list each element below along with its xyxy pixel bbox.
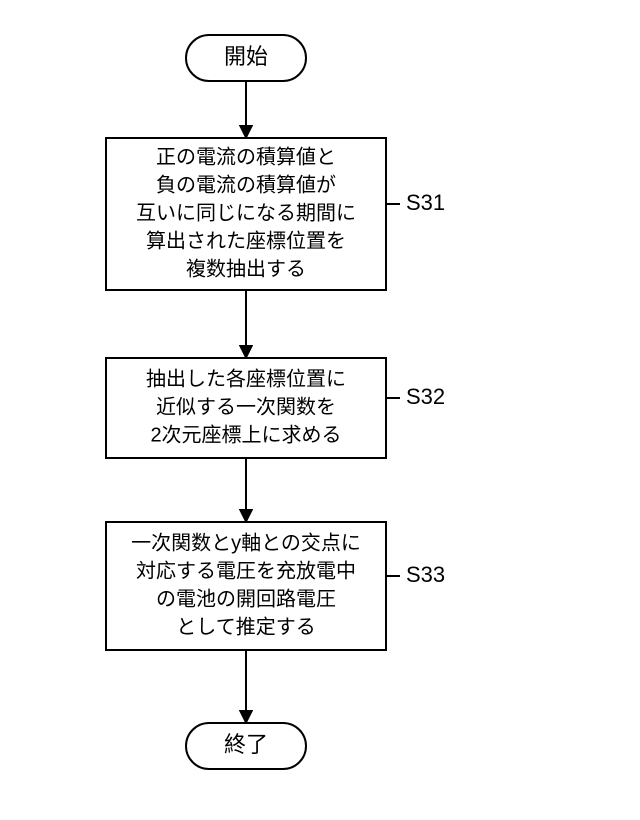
node-s32-line0: 抽出した各座標位置に [146,367,346,390]
node-s32: 抽出した各座標位置に近似する一次関数を 2次元座標上に求める S32 [106,358,445,458]
node-s33-line1: 対応する電圧を充放電中 [136,559,356,582]
node-s31: 正の電流の積算値と負の電流の積算値が互いに同じになる期間に算出された座標位置を複… [106,138,445,290]
step-label-s32: S32 [406,384,445,409]
node-start: 開始 [186,35,306,81]
step-label-s31: S31 [406,190,445,215]
node-s31-line2: 互いに同じになる期間に [136,202,356,224]
node-s33-line3: として推定する [176,615,315,638]
node-s33-line2: の電池の開回路電圧 [156,587,336,610]
node-s31-line1: 負の電流の積算値が [156,173,336,196]
step-label-s33: S33 [406,562,445,587]
node-s31-line0: 正の電流の積算値と [156,145,336,168]
node-s33: 一次関数とy軸との交点に対応する電圧を充放電中の電池の開回路電圧として推定する S… [106,522,445,650]
node-s31-line3: 算出された座標位置を [146,229,346,252]
node-s32-line1: 近似する一次関数を [156,395,336,418]
node-s31-line4: 複数抽出する [186,257,306,280]
flowchart: 開始正の電流の積算値と負の電流の積算値が互いに同じになる期間に算出された座標位置… [0,0,640,820]
node-s32-line2: 2次元座標上に求める [150,423,341,446]
node-end: 終了 [186,723,306,769]
node-start-line0: 開始 [224,44,268,69]
node-end-line0: 終了 [224,732,268,757]
node-s33-line0: 一次関数とy軸との交点に [131,531,361,554]
